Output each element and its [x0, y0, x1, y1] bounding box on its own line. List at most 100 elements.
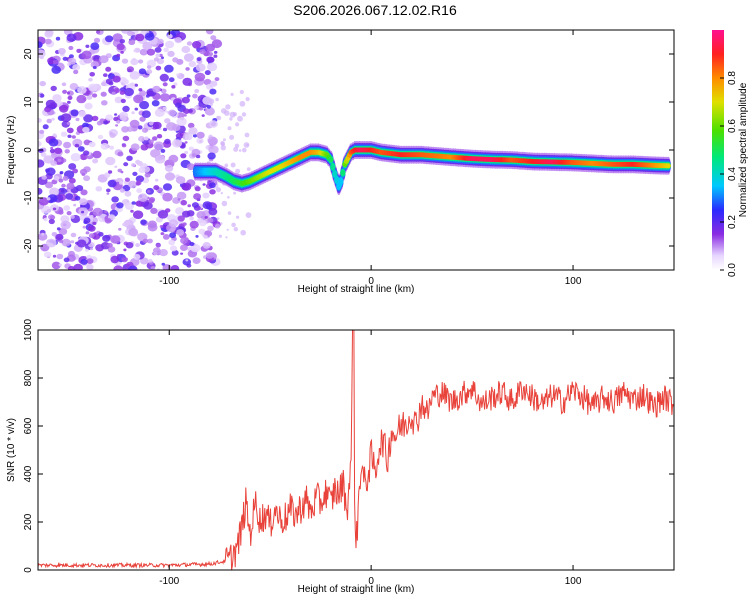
noise-speckle: [196, 137, 204, 144]
noise-speckle: [146, 48, 156, 56]
noise-speckle: [78, 110, 86, 118]
noise-speckle: [86, 90, 91, 95]
noise-speckle: [172, 57, 179, 63]
noise-speckle: [139, 177, 144, 181]
noise-speckle: [44, 38, 52, 45]
noise-speckle: [127, 265, 138, 270]
ridge-segment: [334, 177, 340, 183]
noise-speckle: [169, 245, 178, 252]
noise-speckle: [92, 93, 98, 98]
x-tick-label: -100: [159, 576, 179, 587]
noise-speckle: [76, 239, 87, 248]
noise-speckle: [87, 225, 96, 232]
noise-speckle: [135, 201, 142, 207]
noise-speckle: [122, 105, 130, 112]
colorbar: 0.0 0.2 0.4 0.6 0.8 Normalized spectral ampl…: [712, 30, 749, 277]
noise-speckle: [134, 83, 139, 87]
noise-speckle: [82, 122, 89, 129]
noise-speckle: [45, 168, 50, 173]
noise-speckle: [226, 228, 229, 231]
noise-speckle: [143, 201, 153, 210]
noise-speckle: [70, 232, 77, 238]
noise-speckle: [176, 229, 185, 236]
noise-speckle: [206, 104, 212, 109]
noise-speckle: [52, 59, 59, 65]
noise-speckle: [122, 135, 130, 142]
noise-speckle: [107, 242, 113, 248]
noise-speckle: [131, 111, 135, 115]
noise-speckle: [86, 264, 94, 270]
noise-speckle: [208, 145, 219, 154]
noise-speckle: [191, 202, 199, 208]
noise-speckle: [207, 152, 216, 160]
noise-speckle: [83, 175, 91, 182]
spectrogram-xlabel: Height of straight line (km): [298, 284, 415, 295]
noise-speckle: [140, 219, 147, 225]
noise-speckle: [51, 117, 55, 121]
noise-speckle: [146, 69, 153, 75]
colorbar-label: Normalized spectral amplitude: [738, 82, 749, 217]
noise-speckle: [125, 242, 134, 249]
spectrogram-ylabel: Frequency (Hz): [6, 116, 17, 185]
noise-speckle: [193, 193, 202, 200]
noise-speckle: [151, 100, 160, 107]
noise-speckle: [83, 114, 94, 123]
noise-speckle: [168, 219, 179, 228]
noise-speckle: [246, 167, 251, 172]
noise-speckle: [64, 149, 70, 154]
noise-speckle: [173, 82, 178, 86]
noise-speckle: [74, 143, 80, 148]
y-tick-label: 200: [23, 513, 34, 530]
noise-speckle: [116, 202, 124, 209]
noise-speckle: [118, 227, 122, 231]
noise-speckle: [242, 147, 247, 153]
noise-speckle: [195, 63, 206, 72]
noise-speckle: [246, 143, 249, 147]
noise-speckle: [89, 247, 93, 251]
noise-speckle: [201, 114, 205, 117]
noise-speckle: [177, 198, 181, 201]
noise-speckle: [171, 85, 176, 89]
noise-speckle: [186, 94, 191, 98]
noise-speckle: [113, 265, 123, 270]
noise-speckle: [207, 62, 218, 72]
noise-speckle: [207, 225, 214, 232]
noise-speckle: [129, 71, 140, 80]
noise-speckle: [70, 153, 81, 162]
noise-speckle: [98, 232, 104, 237]
noise-speckle: [105, 35, 114, 43]
noise-speckle: [183, 114, 187, 117]
noise-speckle: [192, 257, 201, 265]
noise-speckle: [136, 188, 143, 194]
noise-speckle: [188, 127, 198, 135]
snr-ylabel: SNR (10 * v/v): [6, 418, 17, 482]
noise-speckle: [129, 82, 135, 87]
noise-speckle: [167, 50, 175, 58]
noise-speckle: [148, 198, 155, 204]
noise-speckle: [213, 50, 218, 54]
noise-speckle: [180, 117, 185, 121]
noise-speckle: [133, 49, 137, 53]
noise-speckle: [61, 82, 67, 87]
noise-speckle: [112, 33, 123, 42]
noise-speckle: [130, 58, 139, 66]
noise-speckle: [208, 134, 213, 139]
noise-speckle: [168, 109, 177, 117]
noise-speckle: [183, 53, 194, 62]
noise-speckle: [48, 138, 59, 147]
y-tick-label: -10: [23, 190, 34, 205]
ridge-segment: [338, 178, 344, 184]
noise-speckle: [175, 176, 186, 185]
noise-speckle: [106, 192, 110, 195]
noise-speckle: [177, 215, 185, 222]
noise-speckle: [194, 186, 201, 192]
noise-speckle: [153, 185, 160, 191]
noise-speckle: [245, 97, 250, 102]
noise-speckle: [147, 220, 157, 229]
noise-speckle: [38, 187, 43, 195]
noise-speckle: [184, 141, 188, 144]
noise-speckle: [60, 131, 68, 137]
noise-speckle: [164, 138, 171, 145]
noise-speckle: [180, 74, 185, 77]
